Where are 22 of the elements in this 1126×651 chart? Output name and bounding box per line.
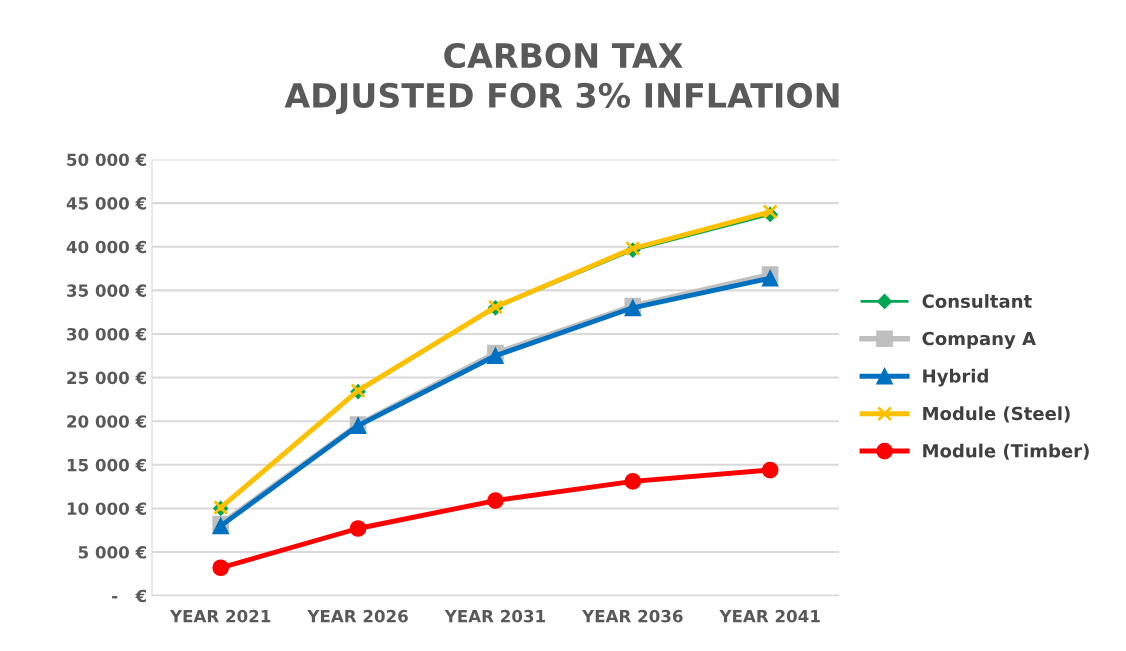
y-tick-label: 30 000 €: [67, 327, 147, 341]
y-tick-label: - €: [112, 589, 147, 603]
y-tick-label: 10 000 €: [67, 502, 147, 515]
y-tick-label: 50 000 €: [67, 153, 147, 167]
y-tick-label: 5 000 €: [78, 546, 147, 559]
x-tick-label: YEAR 2036: [581, 609, 683, 623]
legend-label: Consultant: [922, 294, 1032, 309]
legend-label: Hybrid: [923, 368, 988, 387]
y-tick-label: 45 000 €: [66, 197, 147, 210]
y-tick-label: 40 000 €: [66, 240, 147, 254]
legend-label: Module (Steel): [923, 406, 1070, 423]
y-tick-label: 25 000 €: [67, 371, 147, 385]
y-tick-label: 15 000 €: [67, 458, 147, 472]
x-tick-label: YEAR 2031: [444, 609, 545, 623]
x-tick-label: YEAR 2026: [307, 609, 408, 623]
x-tick-label: YEAR 2021: [169, 609, 271, 623]
legend-label: Company A: [922, 331, 1036, 349]
y-tick-label: 20 000 €: [67, 415, 147, 428]
legend-label: Module (Timber): [923, 443, 1089, 460]
x-tick-label: YEAR 2041: [719, 609, 820, 623]
y-tick-label: 35 000 €: [67, 284, 147, 297]
chart-title: CARBON TAX ADJUSTED FOR 3% INFLATION: [284, 42, 839, 115]
